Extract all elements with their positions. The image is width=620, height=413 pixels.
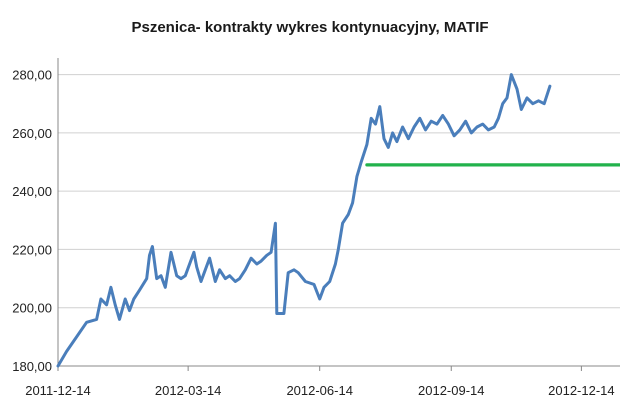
- y-tick-labels: 180,00 200,00 220,00 240,00 260,00 280,00: [12, 68, 52, 374]
- series-layer: [56, 73, 620, 368]
- y-tick-label: 180,00: [12, 359, 52, 374]
- y-tick-label: 240,00: [12, 184, 52, 199]
- x-tick-label: 2012-03-14: [155, 383, 222, 398]
- x-tick-label: 2011-12-14: [25, 383, 91, 398]
- x-tick-labels: 2011-12-14 2012-03-14 2012-06-14 2012-09-14…: [25, 366, 615, 398]
- grid: [58, 74, 620, 309]
- x-tick-label: 2012-12-14: [548, 383, 615, 398]
- axes: [57, 58, 620, 367]
- series-line-0: [56, 73, 552, 368]
- y-tick-label: 200,00: [12, 301, 52, 316]
- y-tick-label: 220,00: [12, 242, 52, 257]
- chart-title: Pszenica- kontrakty wykres kontynuacyjny…: [131, 19, 488, 36]
- x-tick-label: 2012-09-14: [418, 383, 485, 398]
- x-tick-label: 2012-06-14: [286, 383, 353, 398]
- y-tick-label: 260,00: [12, 126, 52, 141]
- y-tick-label: 280,00: [12, 68, 52, 83]
